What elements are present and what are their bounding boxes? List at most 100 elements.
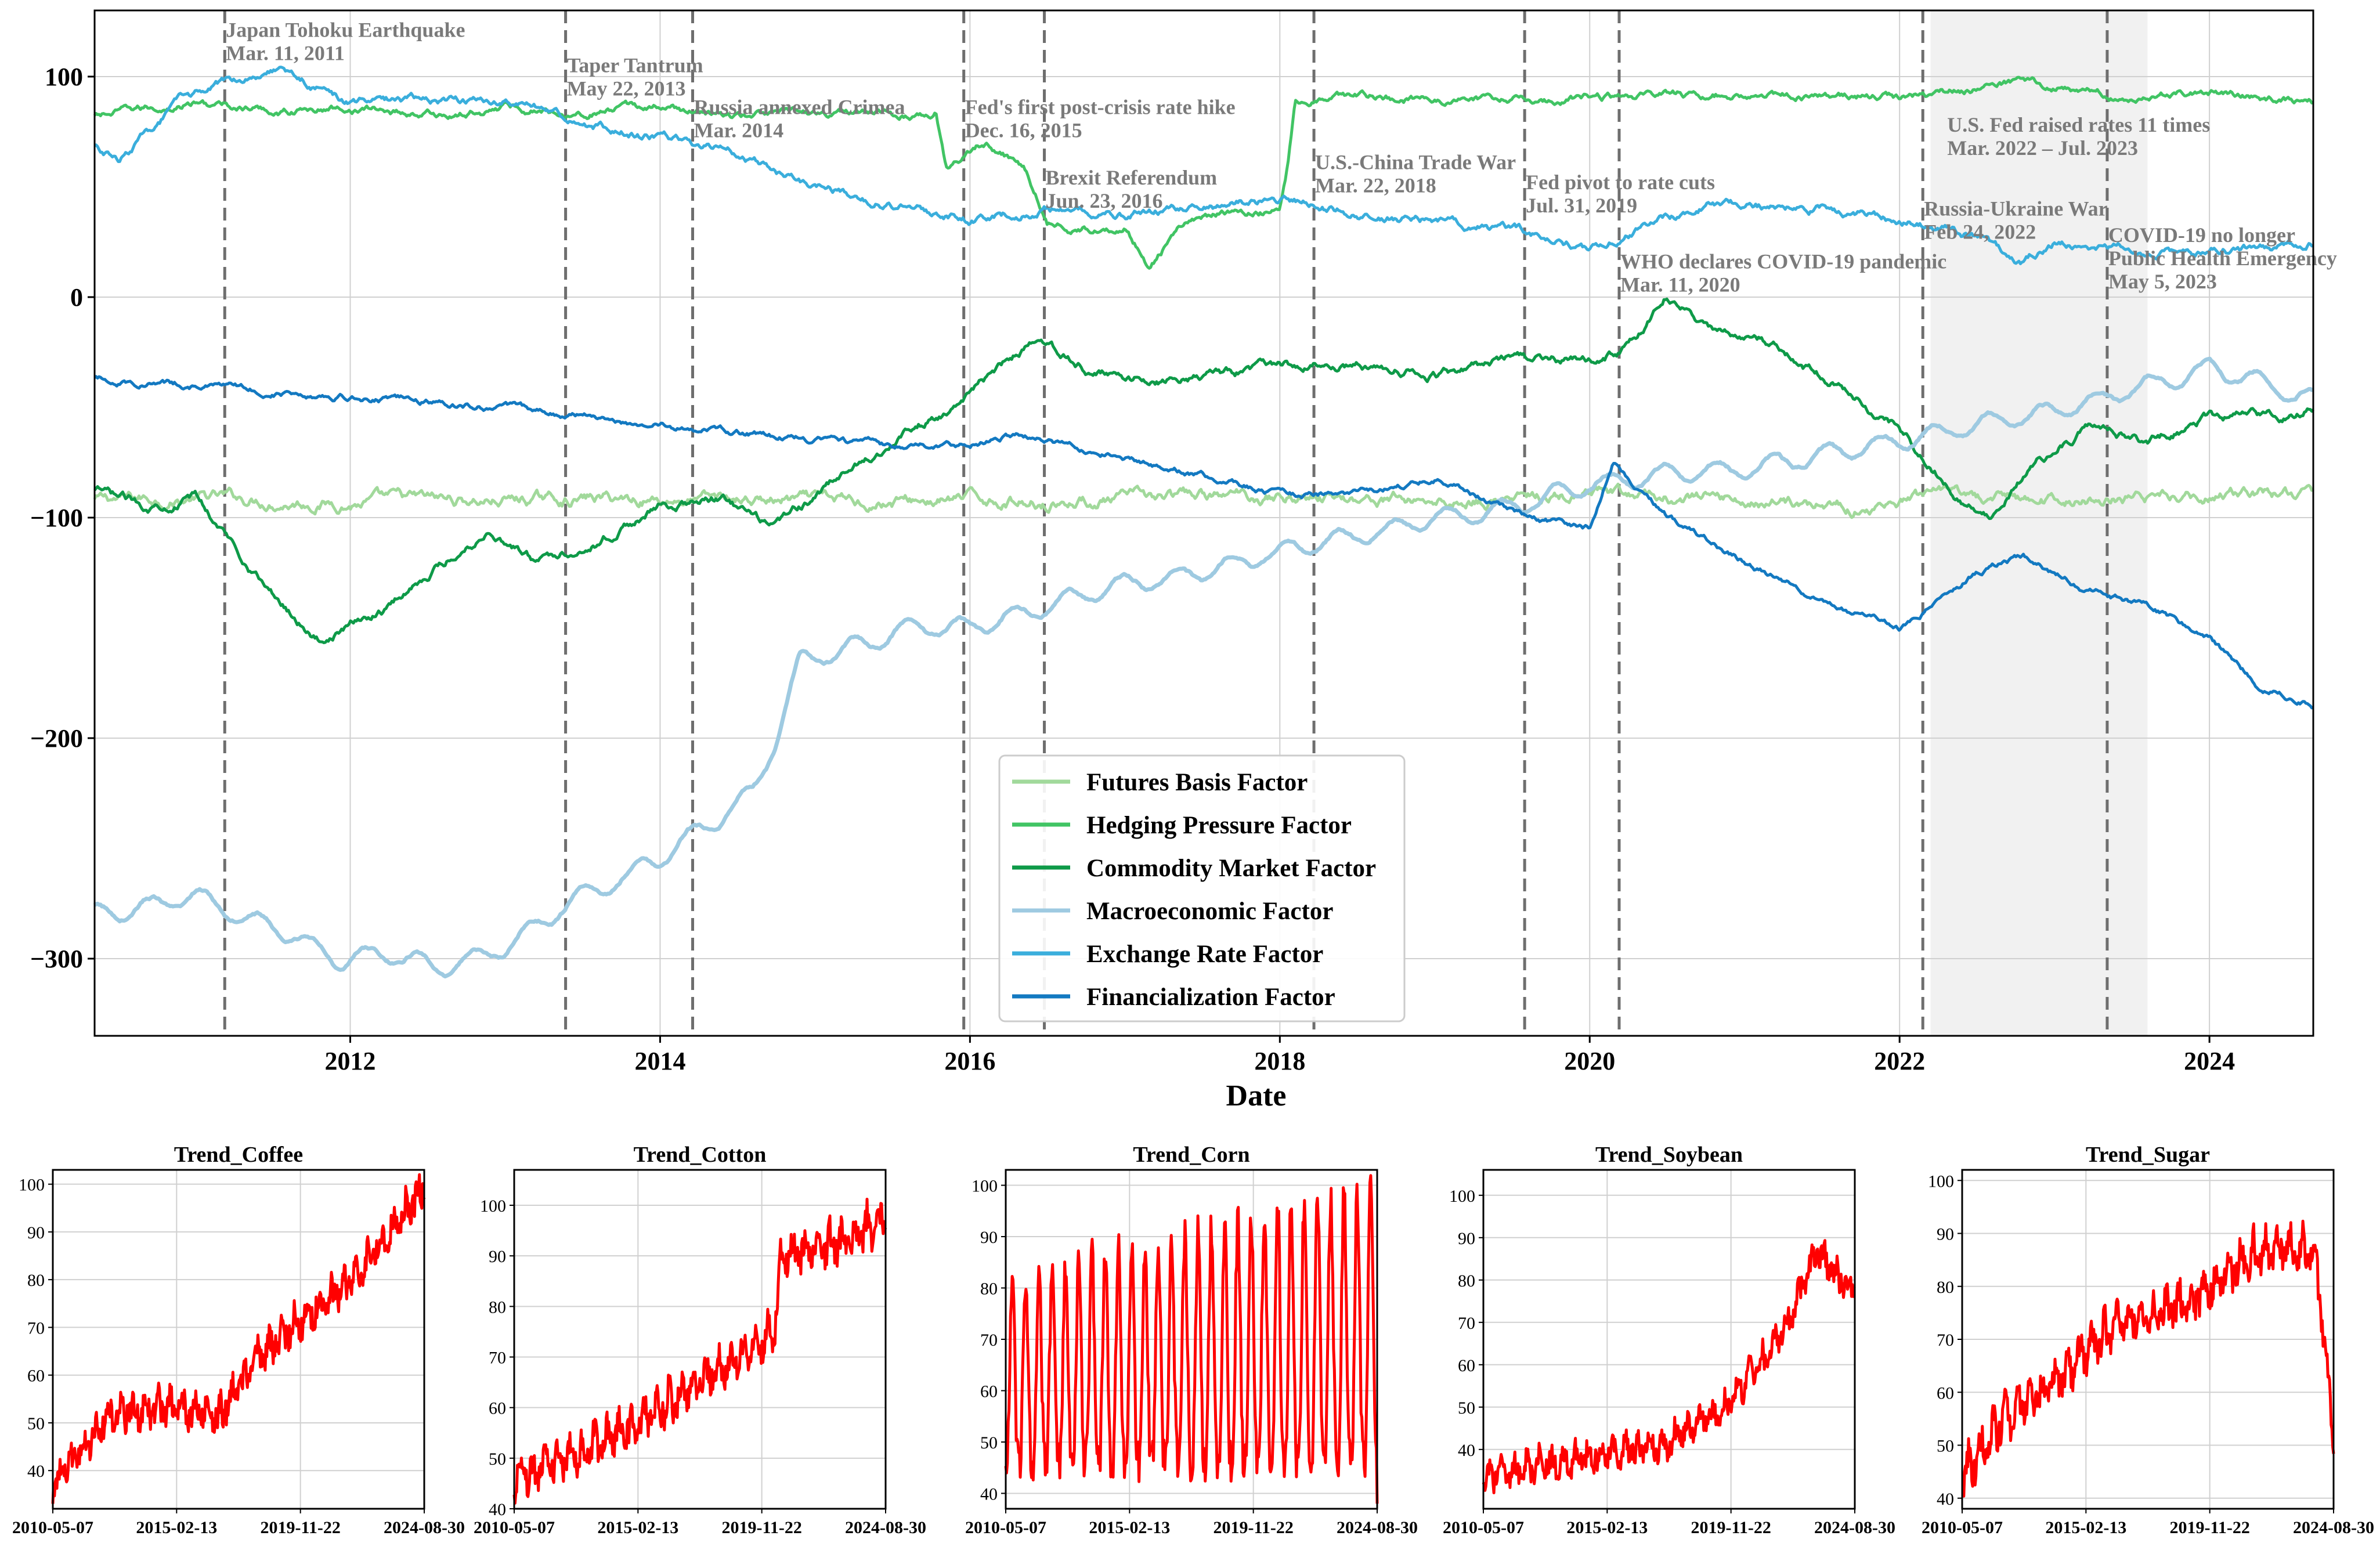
trend-y-tick-label: 90 <box>1458 1229 1475 1248</box>
trend-x-tick-label: 2010-05-07 <box>1443 1518 1524 1537</box>
trend-y-tick-label: 50 <box>980 1433 998 1452</box>
trend-chart-3: Trend_Soybean 40 50 60 70 80 90 100 2010-05-07 20… <box>1443 1143 1895 1537</box>
event-date-10: Mar. 2022 – Jul. 2023 <box>1947 136 2138 160</box>
legend-label: Futures Basis Factor <box>1086 769 1308 796</box>
trend-chart-1: Trend_Cotton 40 50 60 70 80 90 100 2010-05-07 201… <box>474 1143 926 1537</box>
trend-y-tick-label: 70 <box>27 1318 45 1338</box>
trend-y-tick-label: 80 <box>27 1271 45 1290</box>
trend-y-tick-label: 60 <box>1458 1356 1475 1375</box>
trend-y-tick-label: 50 <box>1458 1399 1475 1418</box>
series-line-4 <box>93 66 2314 265</box>
series-line-1 <box>93 75 2314 270</box>
event-label-8: Russia-Ukraine War <box>1924 197 2107 220</box>
event-label-2: Russia annexed Crimea <box>694 96 905 119</box>
trend-title: Trend_Sugar <box>2086 1143 2210 1167</box>
series <box>93 66 2314 979</box>
event-label-0: Japan Tohoku Earthquake <box>226 19 465 42</box>
trend-line <box>51 1173 426 1504</box>
x-tick-label: 2012 <box>324 1047 375 1075</box>
main-grid <box>95 10 2313 1036</box>
trend-x-tick-label: 2010-05-07 <box>12 1518 93 1537</box>
trend-x-tick-label: 2019-11-22 <box>1214 1518 1294 1537</box>
trend-x-tick-label: 2019-11-22 <box>1691 1518 1771 1537</box>
x-tick-label: 2024 <box>2184 1047 2235 1075</box>
event-label-4: Brexit Referendum <box>1046 166 1218 189</box>
event-label-1: Taper Tantrum <box>567 53 703 77</box>
trend-y-tick-label: 60 <box>27 1367 45 1386</box>
trend-y-tick-label: 70 <box>489 1349 506 1368</box>
trend-y-tick-label: 90 <box>980 1228 998 1247</box>
trend-y-tick-label: 80 <box>1937 1278 1954 1297</box>
legend-box <box>998 754 1406 1022</box>
event-date-9: May 5, 2023 <box>2108 270 2217 293</box>
legend-label: Macroeconomic Factor <box>1086 898 1333 925</box>
trend-x-tick-label: 2015-02-13 <box>1089 1518 1170 1537</box>
trend-line <box>1004 1174 1379 1504</box>
event-date-6: Jul. 31, 2019 <box>1526 194 1637 217</box>
trend-y-tick-label: 80 <box>1458 1271 1475 1291</box>
trend-y-tick-label: 40 <box>27 1462 45 1481</box>
trend-y-tick-label: 60 <box>980 1382 998 1401</box>
trend-x-tick-label: 2024-08-30 <box>384 1518 465 1537</box>
trend-y-tick-label: 80 <box>980 1280 998 1299</box>
trend-line <box>512 1198 887 1505</box>
x-tick-label: 2022 <box>1874 1047 1925 1075</box>
trend-x-tick-label: 2015-02-13 <box>1566 1518 1648 1537</box>
trend-x-tick-label: 2019-11-22 <box>722 1518 802 1537</box>
event-date-3: Dec. 16, 2015 <box>965 119 1082 142</box>
trend-x-tick-label: 2019-11-22 <box>261 1518 341 1537</box>
trend-x-tick-label: 2024-08-30 <box>1337 1518 1418 1537</box>
y-tick-label: −200 <box>30 724 83 753</box>
event-date-2: Mar. 2014 <box>694 119 784 142</box>
series-line-0 <box>93 482 2314 519</box>
trend-title: Trend_Soybean <box>1595 1143 1743 1167</box>
trend-y-tick-label: 100 <box>480 1197 506 1216</box>
trend-y-tick-label: 40 <box>489 1500 506 1519</box>
series-line-3 <box>93 356 2314 979</box>
trend-y-tick-label: 70 <box>1458 1314 1475 1333</box>
trend-y-tick-label: 80 <box>489 1298 506 1317</box>
x-axis-title: Date <box>1226 1079 1287 1112</box>
trend-frame <box>513 1169 887 1510</box>
y-tick-label: 100 <box>45 63 83 91</box>
x-tick-label: 2018 <box>1254 1047 1305 1075</box>
trend-y-tick-label: 70 <box>980 1331 998 1350</box>
trend-line <box>1961 1219 2335 1498</box>
event-label-10: U.S. Fed raised rates 11 times <box>1947 113 2210 136</box>
trend-x-tick-label: 2024-08-30 <box>845 1518 926 1537</box>
trend-title: Trend_Cotton <box>634 1143 767 1167</box>
x-tick-label: 2014 <box>634 1047 685 1075</box>
legend-label: Exchange Rate Factor <box>1086 941 1323 968</box>
trend-x-tick-label: 2019-11-22 <box>2170 1518 2250 1537</box>
trend-frame <box>52 1169 425 1510</box>
trend-y-tick-label: 50 <box>489 1450 506 1469</box>
trend-chart-4: Trend_Sugar 40 50 60 70 80 90 100 2010-05-07 2015… <box>1922 1143 2374 1537</box>
event-label2-9: Public Health Emergency <box>2108 247 2337 270</box>
trend-y-tick-label: 90 <box>489 1247 506 1266</box>
trend-y-tick-label: 60 <box>1937 1383 1954 1403</box>
trend-y-tick-label: 40 <box>1937 1490 1954 1509</box>
event-date-8: Feb 24, 2022 <box>1924 220 2036 243</box>
trend-x-tick-label: 2010-05-07 <box>1922 1518 2003 1537</box>
trend-x-tick-label: 2010-05-07 <box>474 1518 555 1537</box>
trend-y-tick-label: 100 <box>971 1177 998 1196</box>
trend-y-tick-label: 50 <box>1937 1437 1954 1456</box>
legend-label: Hedging Pressure Factor <box>1086 812 1352 839</box>
y-tick-label: 0 <box>70 283 83 312</box>
legend-label: Financialization Factor <box>1086 984 1335 1011</box>
trend-y-tick-label: 60 <box>489 1399 506 1418</box>
trend-x-tick-label: 2015-02-13 <box>2045 1518 2126 1537</box>
trend-y-tick-label: 100 <box>1449 1187 1475 1206</box>
x-tick-label: 2016 <box>944 1047 995 1075</box>
y-tick-label: −300 <box>30 945 83 973</box>
trend-y-tick-label: 40 <box>980 1484 998 1504</box>
trend-x-tick-label: 2015-02-13 <box>136 1518 217 1537</box>
legend-label: Commodity Market Factor <box>1086 855 1376 882</box>
legend: Futures Basis Factor Hedging Pressure Fac… <box>998 754 1406 1022</box>
trend-chart-2: Trend_Corn 40 50 60 70 80 90 100 2010-05-07 2015-… <box>965 1143 1418 1537</box>
shaded-region <box>1930 10 2148 1036</box>
trend-title: Trend_Corn <box>1133 1143 1249 1167</box>
